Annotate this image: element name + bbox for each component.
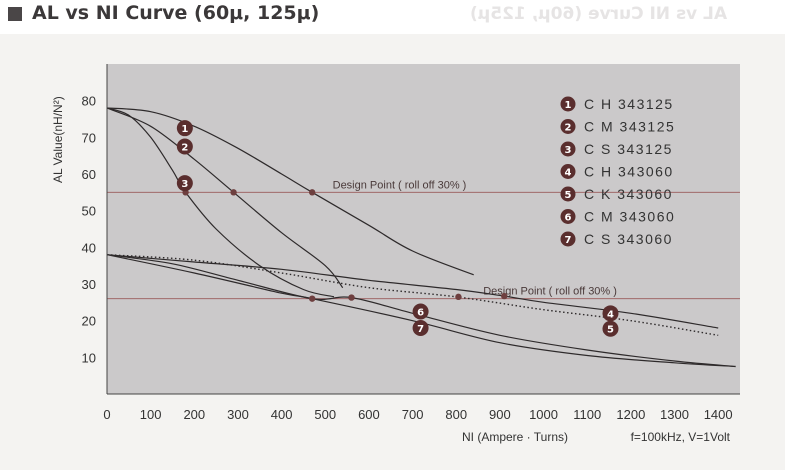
legend-badge-circle [560,141,576,157]
curve-badge-number: 4 [607,309,614,320]
curve-badge-number: 1 [181,124,188,135]
x-tick-label: 1400 [704,407,733,422]
curve-badge-number: 2 [181,143,188,154]
legend-badge-number: 2 [565,123,572,134]
curve-badge-circle [412,320,429,336]
x-tick-label: 400 [271,407,293,422]
design-point-marker [308,189,316,196]
legend-entry: 7 C S 343060 [560,231,673,247]
y-tick-label: 60 [82,167,96,182]
page-title: AL vs NI Curve (60μ, 125μ) [32,2,320,24]
x-axis-label: NI (Ampere · Turns) [462,430,568,444]
title-bar: AL vs NI Curve (60μ, 125μ) AL vs NI Curv… [0,0,785,34]
y-tick-label: 80 [82,94,96,109]
curve-badge-circle [176,175,193,192]
plot-area [107,64,740,394]
legend-label: C M 343125 [584,119,675,135]
legend-badge-number: 5 [565,190,572,201]
y-axis-label: AL Value(nH/N²) [51,96,65,183]
design-point-label: Design Point ( roll off 30% ) [483,286,617,298]
legend-label: C H 343125 [584,96,674,112]
x-tick-label: 500 [314,407,336,422]
curve-badge-1: 1 [176,120,193,137]
legend-badge-circle [560,209,576,224]
x-tick-label: 1000 [529,407,558,422]
title-bullet-icon [8,7,22,21]
legend-label: C K 343060 [584,186,673,202]
x-tick-label: 1300 [660,407,689,422]
legend-badge-number: 1 [565,100,572,111]
legend-badge-number: 6 [565,213,572,224]
x-tick-label: 0 [103,407,110,422]
legend-entry: 5 C K 343060 [560,186,673,202]
curve-badge-5: 5 [602,320,619,337]
x-tick-label: 200 [183,407,205,422]
y-tick-label: 10 [82,350,96,365]
legend-badge-number: 7 [565,235,572,246]
curve-badge-circle [412,303,429,320]
legend-entry: 6 C M 343060 [560,209,675,225]
legend-label: C H 343060 [584,164,674,180]
curve-badge-number: 6 [417,308,424,319]
legend-label: C S 343125 [584,141,673,157]
y-tick-label: 70 [82,130,96,145]
series-1-line [106,107,474,276]
condition-label: f=100kHz, V=1Volt [631,430,731,444]
legend-badge-circle [560,119,576,134]
curve-badge-2: 2 [176,138,193,155]
legend-label: C S 343060 [584,231,673,247]
y-tick-label: 40 [82,240,96,255]
design-point-marker [455,293,462,301]
curve-badge-number: 5 [607,325,614,336]
x-tick-label: 100 [140,407,162,422]
curve-badge-circle [176,120,193,137]
legend-badge-number: 3 [565,145,572,156]
legend-entry: 1 C H 343125 [560,96,674,112]
series-5-line [106,254,719,336]
y-tick-label: 30 [82,277,96,292]
curve-badge-circle [176,138,193,155]
x-tick-label: 700 [402,407,424,422]
series-6-line [106,254,736,368]
legend-entry: 4 C H 343060 [560,164,674,180]
design-point-marker [230,189,237,196]
series-7-line [106,254,736,368]
legend-label: C M 343060 [584,209,675,225]
x-tick-label: 1100 [573,407,601,422]
legend-badge-circle [560,186,576,202]
curve-badge-6: 6 [412,303,429,320]
design-point-label: Design Point ( roll off 30% ) [333,179,467,191]
x-tick-label: 800 [445,407,467,422]
curve-badge-circle [602,305,619,322]
x-tick-label: 600 [358,407,380,422]
legend-badge-circle [560,231,576,247]
y-tick-label: 20 [82,314,96,329]
design-point-marker [308,295,316,302]
x-tick-label: 900 [489,407,511,422]
design-point-marker [501,292,508,300]
legend-entry: 3 C S 343125 [560,141,673,157]
legend-entry: 2 C M 343125 [560,119,675,135]
curve-badge-number: 3 [181,179,188,190]
curve-badge-circle [602,320,619,337]
legend-badge-circle [560,96,576,112]
curve-badge-7: 7 [412,320,429,336]
design-point-marker [348,294,355,301]
x-tick-label: 1200 [616,407,645,422]
x-tick-label: 300 [227,407,249,422]
legend-badge-circle [560,164,576,179]
curve-badge-3: 3 [176,175,193,192]
curve-badge-4: 4 [602,305,619,322]
curve-badge-number: 7 [417,324,424,335]
legend-badge-number: 4 [565,168,572,179]
y-tick-label: 50 [82,204,96,219]
